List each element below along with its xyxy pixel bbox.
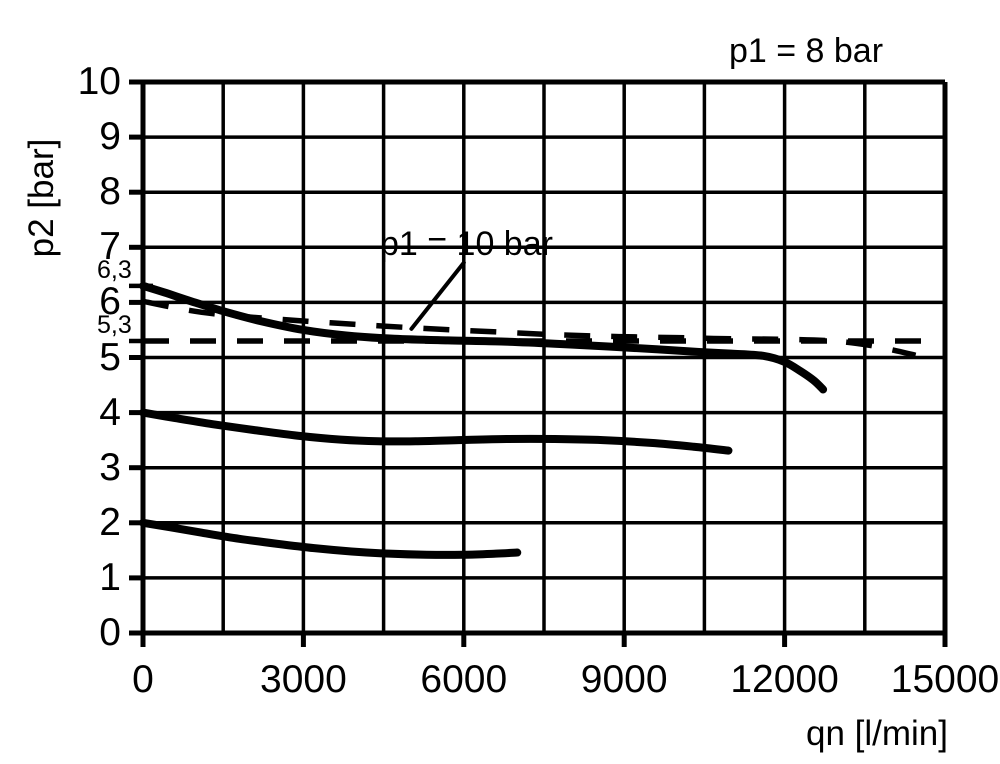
y-axis-minor-tick-label: 6,3: [97, 255, 132, 284]
y-axis-tick-label: 5: [99, 335, 121, 379]
y-axis-tick-label: 7: [99, 225, 121, 269]
y-axis-minor-tick-label: 5,3: [97, 310, 132, 339]
x-axis-title: qn [l/min]: [806, 714, 948, 753]
x-axis-tick-label: 9000: [580, 658, 668, 701]
data-series-line: [139, 518, 522, 559]
data-series-line: [142, 298, 917, 358]
y-axis-tick-label: 4: [99, 390, 121, 434]
annotation-leader-line: [409, 260, 466, 331]
data-series-line: [139, 408, 733, 455]
x-axis-tick-label: 3000: [260, 658, 347, 701]
y-axis-tick-label: 8: [99, 170, 121, 214]
data-series-line: [139, 281, 828, 394]
x-axis-tick-label: 15000: [890, 658, 1000, 701]
data-series-group: [139, 281, 932, 559]
y-axis-tick-label: 1: [99, 555, 121, 599]
p1-8-bar-label: p1 = 8 bar: [728, 31, 884, 70]
gridlines: [140, 79, 948, 636]
axis-ticks: [129, 79, 948, 647]
p1-10-bar-label: p1 = 10 bar: [379, 224, 553, 263]
annotation-leader: [409, 260, 466, 331]
x-axis-tick-label: 12000: [730, 658, 839, 701]
y-axis-tick-label: 6: [99, 280, 121, 324]
y-axis-tick-label: 3: [99, 445, 121, 489]
x-axis-tick-label: 0: [132, 658, 154, 701]
y-axis-tick-label: 0: [99, 611, 121, 654]
x-axis-tick-label: 6000: [420, 658, 508, 701]
y-axis-tick-label: 2: [99, 500, 121, 544]
y-axis-tick-label: 9: [99, 115, 121, 159]
y-axis-tick-label: 10: [77, 60, 121, 103]
